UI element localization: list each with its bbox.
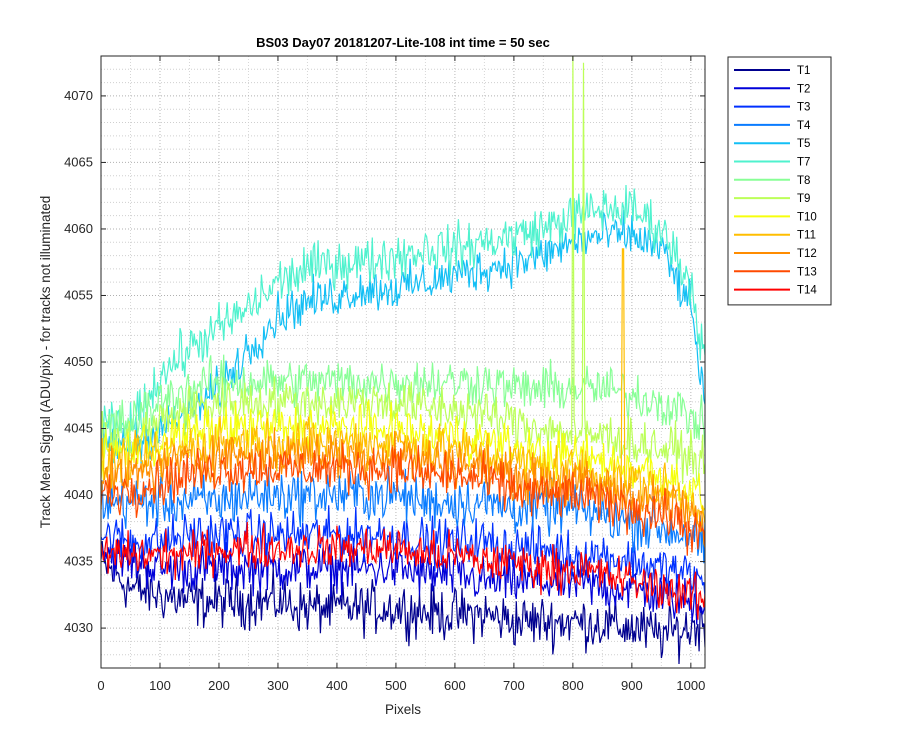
x-tick-label: 200	[208, 678, 230, 693]
y-tick-label: 4065	[64, 154, 93, 169]
series-line-t11	[101, 248, 705, 533]
x-tick-label: 900	[621, 678, 643, 693]
series-line-t9	[101, 56, 705, 486]
legend-label-t1: T1	[797, 65, 810, 77]
legend-label-t12: T12	[797, 248, 817, 260]
legend-label-t5: T5	[797, 138, 810, 150]
series-line-t8	[101, 354, 705, 448]
series-line-t12	[101, 427, 705, 548]
axes: 0 100 200 300 400 500 600 700 800 900 1000 4030 4035…	[64, 56, 705, 693]
series-line-t4	[101, 466, 705, 564]
legend-label-t11: T11	[797, 230, 816, 242]
series-line-t2	[101, 537, 705, 625]
chart-title: BS03 Day07 20181207-Lite-108 int time = …	[256, 35, 550, 50]
y-tick-label: 4035	[64, 554, 93, 569]
series-line-t14	[101, 521, 705, 620]
legend-label-t9: T9	[797, 193, 810, 205]
legend-label-t2: T2	[797, 83, 810, 95]
y-tick-label: 4040	[64, 487, 93, 502]
x-tick-label: 700	[503, 678, 525, 693]
y-tick-label: 4045	[64, 421, 93, 436]
legend-label-t10: T10	[797, 211, 817, 223]
legend-label-t14: T14	[797, 285, 817, 297]
series-line-t13	[101, 442, 705, 556]
x-tick-label: 800	[562, 678, 584, 693]
y-tick-label: 4050	[64, 354, 93, 369]
legend-label-t13: T13	[797, 266, 817, 278]
y-tick-label: 4055	[64, 287, 93, 302]
legend-label-t4: T4	[797, 120, 811, 132]
x-tick-label: 500	[385, 678, 407, 693]
y-tick-label: 4060	[64, 221, 93, 236]
y-axis-label: Track Mean Signal (ADU/pix) - for tracks…	[38, 196, 53, 529]
y-tick-label: 4030	[64, 620, 93, 635]
legend: T1 T2 T3 T4 T5 T7 T8 T9 T10 T11 T12 T13 T14	[727, 56, 832, 306]
x-tick-label: 1000	[676, 678, 705, 693]
legend-box	[727, 56, 832, 306]
x-tick-label: 100	[149, 678, 171, 693]
x-tick-label: 300	[267, 678, 289, 693]
legend-label-t7: T7	[797, 157, 810, 169]
x-tick-label: 0	[97, 678, 104, 693]
series-layer	[101, 56, 705, 665]
x-tick-label: 400	[326, 678, 348, 693]
series-line-t7	[101, 184, 705, 455]
series-line-t1	[101, 540, 705, 665]
x-axis-label: Pixels	[385, 702, 421, 717]
legend-label-t3: T3	[797, 102, 810, 114]
x-tick-label: 600	[444, 678, 466, 693]
series-line-t10	[101, 400, 705, 512]
legend-label-t8: T8	[797, 175, 810, 187]
y-tick-label: 4070	[64, 88, 93, 103]
